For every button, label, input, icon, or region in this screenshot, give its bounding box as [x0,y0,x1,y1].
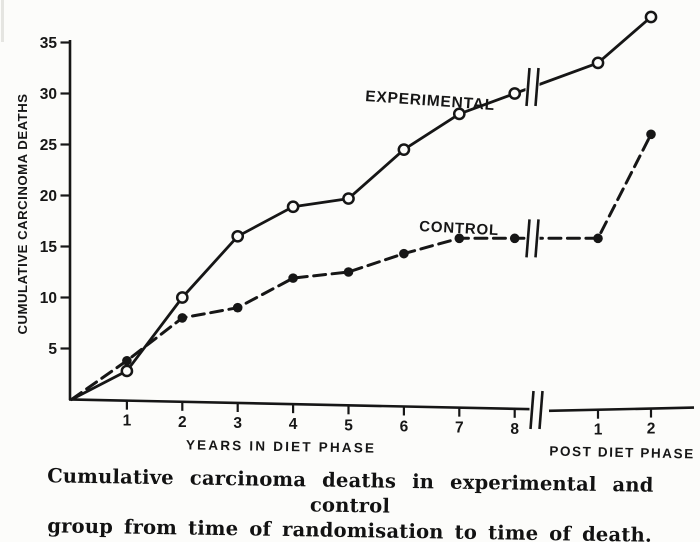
data-point-filled-control [177,313,188,323]
data-point-filled-control [454,233,465,244]
data-point-open-experimental [508,87,522,100]
y-tick-label: 35 [40,35,58,52]
x-tick-label-diet: 6 [400,418,409,435]
y-axis-title: CUMULATIVE CARCINOMA DEATHS [15,93,30,334]
x-axis-diet [68,398,533,411]
x-axis-break-bar [529,390,535,430]
data-point-open-experimental [644,10,658,24]
series-break-control-bar [534,219,540,258]
series-label-experimental: EXPERIMENTAL [365,88,496,114]
x-tick-label-diet: 2 [178,414,187,431]
series-label-control: CONTROL [419,218,500,239]
series-break-control-bar [525,219,531,258]
y-tick-label: 30 [40,86,57,103]
x-axis-title-post: POST DIET PHASE [549,443,695,461]
y-tick-label: 15 [40,239,58,256]
data-point-filled-control [593,233,603,244]
x-tick-label-diet: 1 [123,413,132,430]
data-point-filled-control [399,248,409,259]
data-point-open-experimental [397,143,411,156]
series-line-experimental [70,15,653,401]
data-point-open-experimental [452,107,466,121]
series-break-experimental-bar [525,67,531,107]
y-tick-label: 10 [40,290,57,307]
data-point-open-experimental [175,291,189,304]
x-tick-label-post: 1 [594,422,603,439]
y-tick-label: 20 [40,188,57,205]
data-point-filled-control [288,273,298,283]
x-tick-label-diet: 4 [289,416,298,433]
data-point-open-experimental [231,229,245,243]
y-tick-label: 25 [40,137,58,154]
x-axis-title-diet: YEARS IN DIET PHASE [186,437,377,455]
x-tick-label-diet: 3 [233,415,242,432]
data-point-filled-control [509,233,520,244]
series-line-control [70,132,653,401]
data-point-open-experimental [286,200,300,214]
x-axis-post [548,406,695,413]
data-point-filled-control [343,267,354,277]
data-point-open-experimental [591,56,605,70]
data-point-open-experimental [342,192,355,205]
x-tick-label-post: 2 [647,421,656,438]
series-break-experimental-bar [534,67,540,107]
x-tick-label-diet: 8 [510,421,519,438]
data-point-filled-control [232,302,243,313]
data-point-filled-control [122,355,132,366]
x-tick-label-diet: 5 [344,417,353,434]
figure-caption: Cumulative carcinoma deaths in experimen… [0,463,700,542]
scan-artifact [1,0,4,42]
x-axis-break-bar [538,390,544,430]
y-tick-label: 5 [48,341,57,358]
data-point-open-experimental [120,364,134,378]
x-tick-label-diet: 7 [455,420,464,437]
data-point-filled-control [646,129,656,140]
